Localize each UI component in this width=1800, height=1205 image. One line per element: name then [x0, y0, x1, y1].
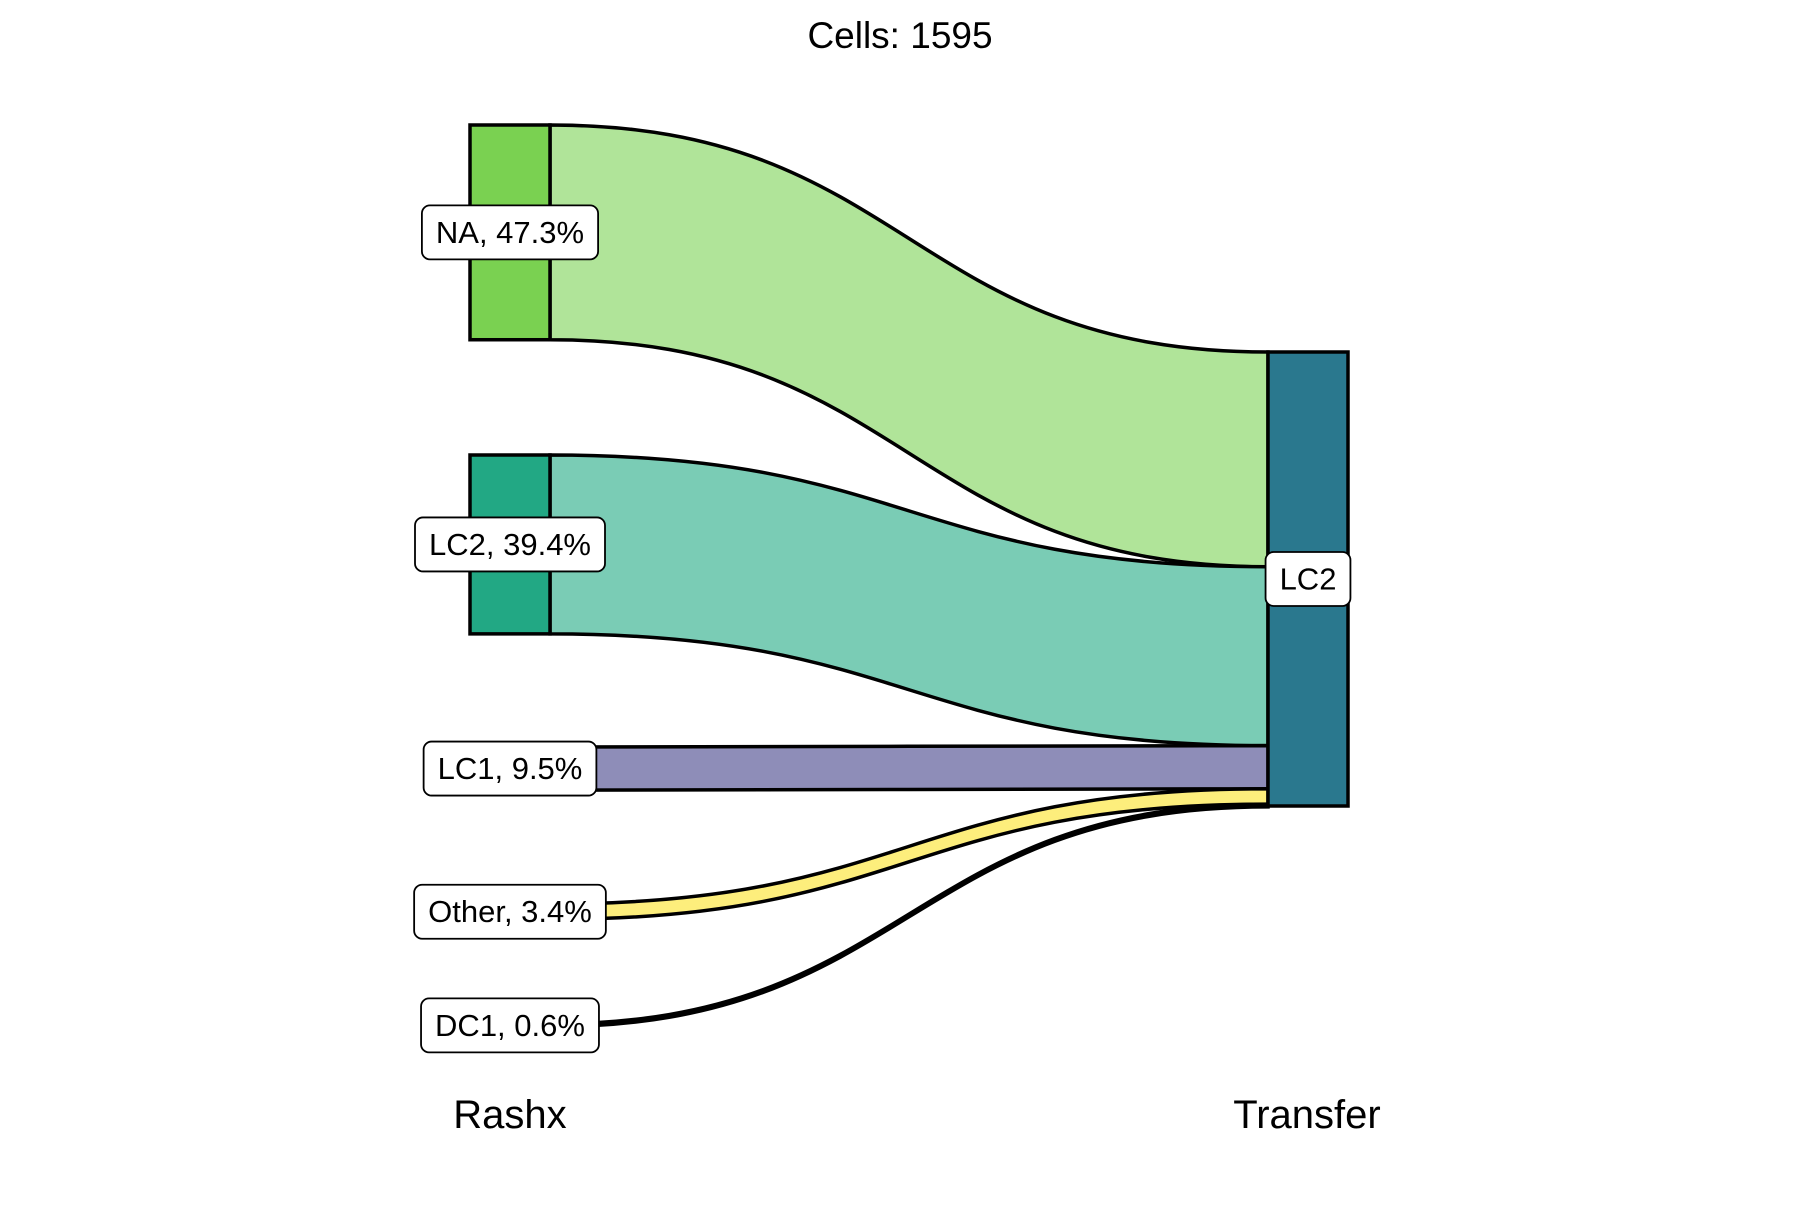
label-left-lc2-text: LC2, 39.4%	[429, 527, 591, 562]
label-right-lc2: LC2	[1264, 551, 1352, 607]
axis-label-transfer: Transfer	[1233, 1093, 1380, 1137]
label-left-lc2: LC2, 39.4%	[414, 516, 606, 573]
chart-title: Cells: 1595	[807, 15, 992, 56]
label-left-lc1-text: LC1, 9.5%	[438, 751, 583, 786]
label-left-dc1: DC1, 0.6%	[420, 997, 600, 1054]
label-left-na-box	[420, 204, 600, 261]
labels-layer: NA, 47.3% LC2, 39.4% LC1, 9.5% Other, 3.4% D…	[413, 204, 1352, 1054]
label-left-other: Other, 3.4%	[413, 883, 607, 940]
label-right-lc2-text: LC2	[1280, 562, 1337, 597]
label-left-lc2-box	[414, 516, 606, 573]
axis-label-rashx: Rashx	[453, 1093, 566, 1137]
flow-lc1-to-lc2	[548, 743, 1270, 792]
label-right-lc2-box	[1264, 551, 1352, 607]
flows-layer	[548, 123, 1270, 1029]
label-left-dc1-text: DC1, 0.6%	[435, 1008, 585, 1043]
flow-other-to-lc2	[548, 786, 1270, 922]
label-left-dc1-box	[420, 997, 600, 1054]
label-left-na: NA, 47.3%	[420, 204, 600, 261]
label-left-lc1: LC1, 9.5%	[422, 740, 598, 797]
label-left-na-text: NA, 47.3%	[436, 215, 584, 250]
label-left-other-text: Other, 3.4%	[428, 894, 592, 929]
label-left-other-box	[413, 883, 607, 940]
label-left-lc1-box	[422, 740, 598, 797]
